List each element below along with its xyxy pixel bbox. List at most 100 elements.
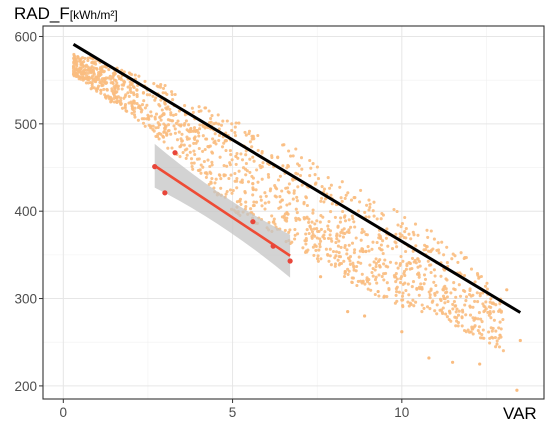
background-point bbox=[488, 341, 492, 345]
background-point bbox=[281, 164, 285, 168]
background-point bbox=[88, 76, 92, 80]
background-point bbox=[400, 298, 404, 302]
background-point bbox=[382, 262, 386, 266]
background-point bbox=[330, 202, 334, 206]
background-point bbox=[385, 227, 389, 231]
background-point bbox=[219, 186, 223, 190]
background-point bbox=[159, 83, 163, 87]
background-point bbox=[337, 239, 341, 243]
background-point bbox=[285, 212, 289, 216]
background-point bbox=[327, 219, 331, 224]
background-point bbox=[86, 81, 90, 85]
background-point bbox=[364, 249, 368, 253]
background-point bbox=[255, 168, 259, 172]
background-point bbox=[319, 199, 323, 203]
background-point bbox=[182, 143, 186, 147]
background-point bbox=[318, 242, 322, 246]
background-point bbox=[442, 285, 446, 290]
background-point bbox=[240, 180, 244, 184]
background-point bbox=[343, 214, 347, 218]
background-point bbox=[244, 200, 248, 204]
background-point bbox=[403, 230, 407, 234]
background-point bbox=[142, 117, 146, 121]
background-point bbox=[191, 167, 195, 171]
background-point bbox=[414, 244, 418, 248]
background-point bbox=[135, 88, 139, 92]
background-outlier-point bbox=[505, 288, 509, 292]
background-point bbox=[116, 84, 120, 88]
background-point bbox=[132, 110, 136, 114]
background-point bbox=[127, 101, 131, 105]
background-point bbox=[233, 171, 237, 176]
background-point bbox=[305, 203, 309, 208]
background-point bbox=[450, 257, 454, 261]
background-point bbox=[381, 239, 385, 243]
background-point bbox=[203, 106, 207, 110]
background-point bbox=[104, 96, 108, 100]
background-point bbox=[473, 299, 477, 303]
background-point bbox=[131, 101, 135, 105]
background-point bbox=[90, 65, 94, 69]
background-point bbox=[464, 295, 469, 299]
background-point bbox=[118, 101, 123, 105]
background-point bbox=[445, 261, 449, 265]
background-outlier-point bbox=[362, 314, 367, 318]
background-point bbox=[115, 99, 119, 103]
background-point bbox=[133, 106, 137, 110]
background-point bbox=[244, 161, 248, 166]
background-point bbox=[195, 157, 200, 161]
background-point bbox=[279, 205, 283, 209]
background-point bbox=[98, 73, 102, 78]
plot-panel bbox=[43, 26, 544, 399]
background-outlier-point bbox=[427, 356, 431, 360]
background-point bbox=[289, 154, 293, 158]
background-point bbox=[384, 236, 388, 240]
background-point bbox=[339, 196, 343, 200]
background-point bbox=[256, 133, 260, 138]
background-point bbox=[415, 286, 419, 290]
background-outlier-point bbox=[346, 310, 350, 314]
background-point bbox=[281, 143, 285, 147]
background-point bbox=[130, 111, 134, 115]
background-point bbox=[365, 280, 370, 284]
background-point bbox=[296, 162, 300, 166]
background-point bbox=[422, 248, 426, 252]
background-point bbox=[384, 264, 388, 268]
background-point bbox=[352, 196, 356, 200]
background-point bbox=[316, 259, 320, 263]
background-point bbox=[111, 72, 115, 76]
background-point bbox=[402, 272, 406, 276]
background-point bbox=[373, 278, 378, 282]
background-point bbox=[347, 243, 351, 247]
background-point bbox=[413, 222, 418, 226]
background-point bbox=[489, 297, 493, 301]
background-point bbox=[422, 306, 426, 310]
background-point bbox=[123, 80, 127, 84]
background-point bbox=[336, 244, 340, 248]
background-point bbox=[417, 275, 421, 279]
background-point bbox=[462, 273, 467, 278]
background-point bbox=[395, 277, 399, 281]
highlight-point bbox=[152, 164, 158, 170]
background-point bbox=[210, 160, 214, 164]
background-point bbox=[304, 216, 309, 220]
background-point bbox=[499, 309, 503, 313]
background-point bbox=[316, 229, 320, 233]
background-point bbox=[91, 57, 95, 61]
background-point bbox=[142, 99, 146, 103]
background-point bbox=[455, 307, 459, 311]
background-point bbox=[187, 130, 192, 134]
background-point bbox=[158, 123, 162, 127]
background-point bbox=[401, 259, 405, 263]
background-point bbox=[224, 139, 228, 143]
background-point bbox=[132, 93, 136, 97]
background-point bbox=[160, 114, 164, 118]
background-point bbox=[288, 228, 292, 232]
background-point bbox=[91, 74, 95, 78]
background-point bbox=[483, 284, 488, 288]
background-point bbox=[307, 220, 311, 224]
background-point bbox=[228, 161, 232, 165]
background-point bbox=[280, 215, 284, 219]
background-point bbox=[233, 134, 238, 138]
